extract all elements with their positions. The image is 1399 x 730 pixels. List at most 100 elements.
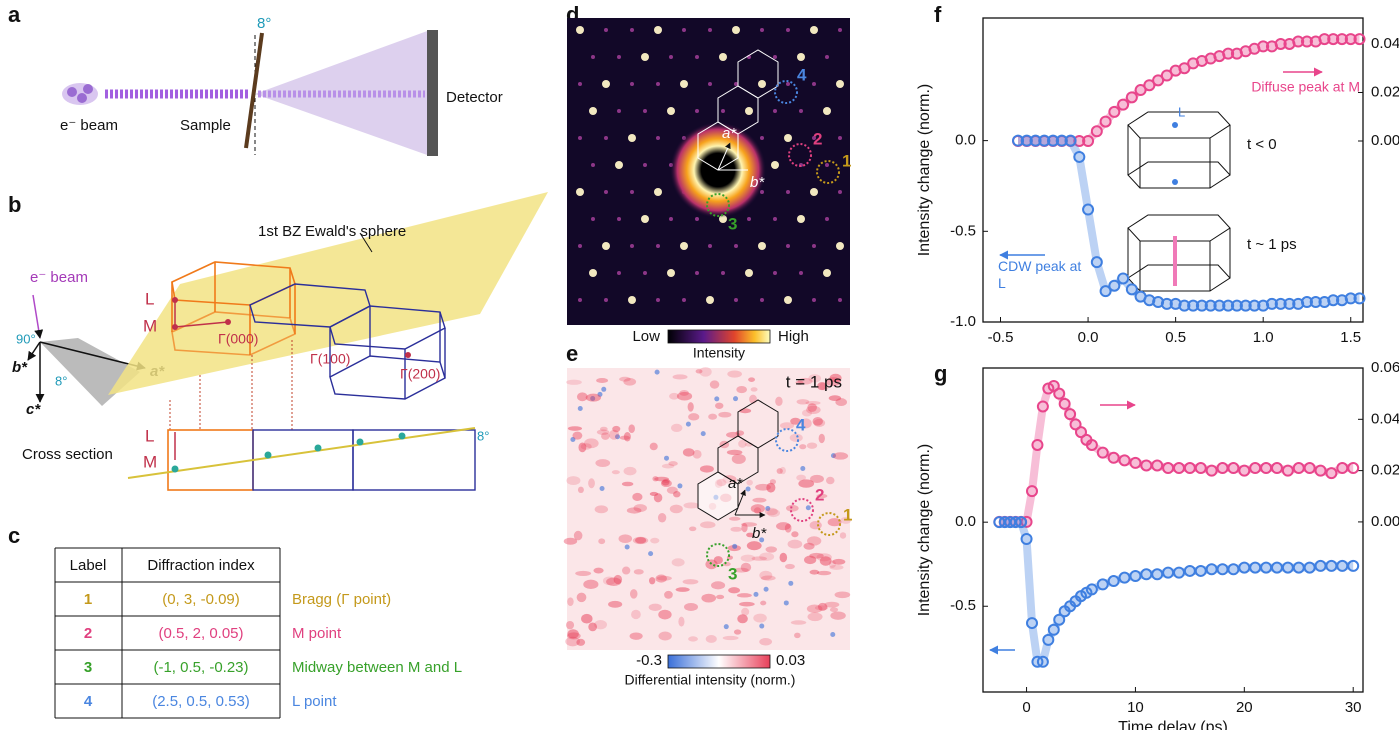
data-point [1222,47,1235,60]
speckle [714,396,720,402]
speckle [740,554,756,562]
data-point [1073,135,1086,148]
pattern-overlay: 4 2 1 3 a* b* t = 1 ps -0.3 0.03 Differe… [625,372,853,687]
spot [812,136,816,140]
data-point [1194,462,1207,475]
spot [617,271,621,275]
spot [656,82,660,86]
speckle [832,558,846,565]
speckle [648,551,654,557]
spot [630,82,634,86]
speckle [796,399,810,405]
label: e⁻ beam [60,117,118,134]
spot [695,109,699,113]
data-point [1283,297,1296,310]
data-point [1096,578,1109,591]
speckle [746,479,753,486]
speckle [759,570,773,580]
speckle [664,590,673,599]
spot [810,26,818,34]
speckle [808,374,822,383]
speckle [728,516,741,521]
speckle [730,526,743,532]
speckle [575,570,592,577]
colorbar-label: High [778,328,809,345]
marker-label: 4 [796,415,806,434]
spot [576,26,584,34]
speckle [585,393,602,402]
speckle [732,543,738,549]
speckle [570,437,576,443]
data-point [1125,91,1138,104]
data-point [1107,575,1120,588]
electron [83,84,93,94]
spot [708,28,712,32]
ewald-plane [108,192,548,395]
speckle [727,370,742,378]
data-point [1213,299,1226,312]
speckle [761,575,776,581]
spot [708,244,712,248]
speckle [809,569,820,575]
zone-sketch [1127,125,1231,188]
series-label: CDW peak at L [998,258,1082,291]
marker-circle [706,543,730,567]
speckle [596,429,610,435]
speckle [621,566,631,575]
speckle [624,544,630,550]
speckle [826,476,835,485]
data-point [1085,438,1098,451]
marker-circle [790,498,814,522]
time-label: t = 1 ps [786,372,842,391]
speckle [791,531,799,538]
label: Sample [180,117,231,134]
spot [823,107,831,115]
spot [654,26,662,34]
spot [758,80,766,88]
speckle [578,442,587,453]
y-tick-label: 0.0 [955,132,976,149]
data-point [1327,33,1340,46]
spot [838,298,842,302]
speckle [753,507,762,514]
marker-circle [817,512,841,536]
spot [838,136,842,140]
speckle [711,581,726,590]
speckle [679,389,689,396]
spot [695,271,699,275]
speckle [576,592,587,603]
label: 8° [257,15,271,32]
spot [773,109,777,113]
speckle [716,594,725,600]
spot [708,82,712,86]
x-tick-label: 20 [1236,699,1253,716]
reciprocal-space-schematic: e⁻ beam 90° a* b* c* 8° 1st BZ Ewald's s… [12,192,548,491]
spot [630,244,634,248]
panel-label: g [934,361,947,386]
marker-label: 2 [813,129,822,148]
speckle [765,505,771,511]
speckle [671,423,683,433]
x-axis-title: Time delay (ps) [1118,719,1228,730]
speckle [683,502,700,509]
speckle [750,387,758,392]
data-point [1281,464,1294,477]
data-point [1053,613,1066,626]
spot [786,28,790,32]
colorbar-title: Differential intensity (norm.) [625,672,796,688]
speckle [676,391,693,401]
spot [771,161,779,169]
speckle [816,570,832,576]
speckle [733,567,749,573]
speckle [755,483,771,491]
speckle [595,459,611,467]
speckle [701,593,717,603]
data-point [1058,397,1071,410]
speckle [709,380,720,389]
data-point [1178,299,1191,312]
speckle [806,604,823,614]
speckle [581,613,593,624]
speckle [738,439,747,448]
spot [641,215,649,223]
data-point [1160,297,1173,310]
